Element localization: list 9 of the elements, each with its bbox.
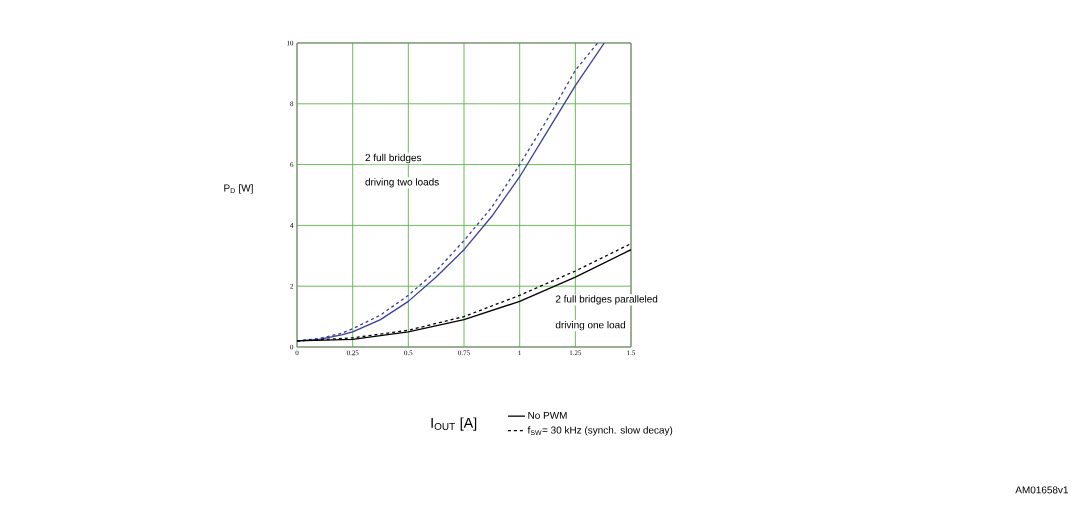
annotation: 2 full bridges paralleled: [555, 295, 658, 305]
legend-label: No PWM: [528, 411, 567, 419]
annotation: driving one load: [555, 321, 626, 331]
annotation: 2 full bridges: [365, 153, 422, 164]
legend-label: f$_{SW}$= 30 kHz (synch. slow decay): [527, 426, 673, 436]
x-axis-title: I$_{OUT}$ [A]: [431, 417, 477, 431]
y-axis-title: P$_{D}$ [W]: [224, 184, 253, 194]
annotation: driving two loads: [365, 178, 439, 188]
text: AM01658v1: [1015, 486, 1068, 494]
